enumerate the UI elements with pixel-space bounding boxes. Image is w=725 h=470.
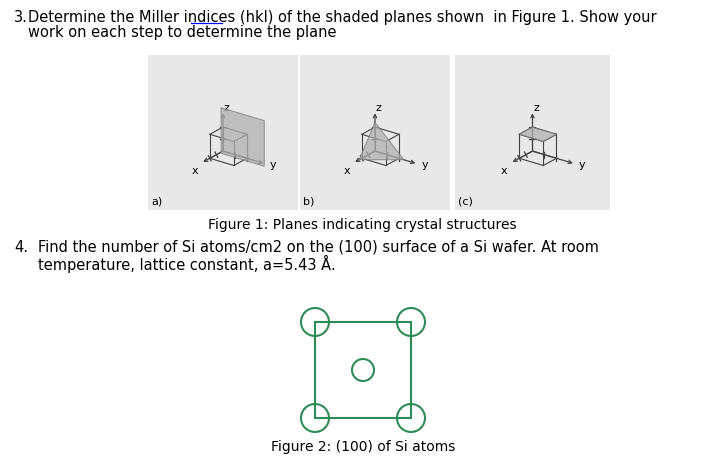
Text: x: x bbox=[501, 166, 508, 176]
Text: Find the number of Si atoms/cm2 on the (100) surface of a Si wafer. At room: Find the number of Si atoms/cm2 on the (… bbox=[38, 240, 599, 255]
Text: Figure 1: Planes indicating crystal structures: Figure 1: Planes indicating crystal stru… bbox=[207, 218, 516, 232]
Text: (c): (c) bbox=[458, 196, 473, 206]
Text: x: x bbox=[191, 166, 198, 176]
Text: z: z bbox=[376, 103, 382, 113]
Text: 3.: 3. bbox=[14, 10, 28, 25]
Polygon shape bbox=[221, 108, 265, 166]
FancyBboxPatch shape bbox=[300, 55, 450, 210]
Text: z: z bbox=[224, 103, 230, 113]
Text: x: x bbox=[344, 166, 350, 176]
Text: y: y bbox=[579, 160, 586, 170]
FancyBboxPatch shape bbox=[148, 55, 298, 210]
Text: y: y bbox=[270, 160, 276, 170]
Text: a): a) bbox=[151, 196, 162, 206]
Text: temperature, lattice constant, a=5.43 Å.: temperature, lattice constant, a=5.43 Å. bbox=[38, 255, 336, 273]
Text: b): b) bbox=[303, 196, 315, 206]
Polygon shape bbox=[359, 122, 404, 160]
Text: work on each step to determine the plane: work on each step to determine the plane bbox=[28, 25, 336, 40]
Text: Determine the Miller indices ​(hkl)​ of the shaded planes shown  in Figure 1. Sh: Determine the Miller indices ​(hkl)​ of … bbox=[28, 10, 657, 25]
Text: 4.: 4. bbox=[14, 240, 28, 255]
FancyBboxPatch shape bbox=[455, 55, 610, 210]
Text: z: z bbox=[534, 103, 539, 113]
Text: y: y bbox=[422, 160, 428, 170]
Polygon shape bbox=[519, 127, 557, 141]
Text: Figure 2: (100) of Si atoms: Figure 2: (100) of Si atoms bbox=[271, 440, 455, 454]
